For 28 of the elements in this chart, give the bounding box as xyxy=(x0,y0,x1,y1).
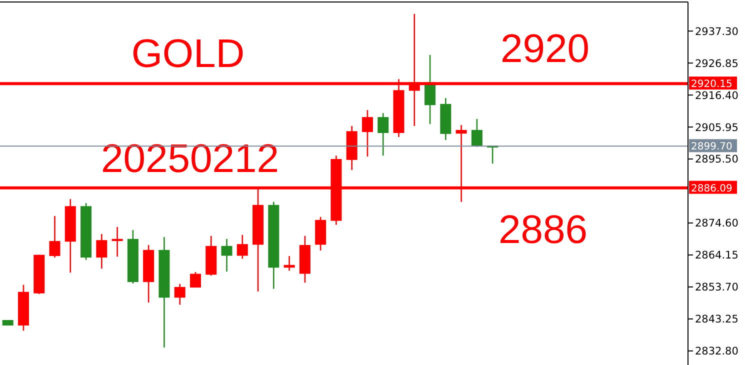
ref-line-label: 2899.70 xyxy=(691,142,732,153)
y-tick-label: 2864.15 xyxy=(695,250,738,262)
candlestick xyxy=(378,112,389,156)
candlestick xyxy=(96,233,108,270)
candlestick xyxy=(284,255,295,272)
annotation: 2886 xyxy=(498,208,588,252)
candlestick xyxy=(174,283,186,306)
candlestick xyxy=(49,215,60,258)
y-tick-label: 2926.85 xyxy=(695,58,738,70)
annotation: 2920 xyxy=(500,27,590,71)
annotation: 20250212 xyxy=(101,137,279,181)
candlestick xyxy=(112,226,123,258)
candlestick xyxy=(236,234,248,260)
candlestick xyxy=(190,271,201,288)
candlestick xyxy=(471,118,482,148)
candlestick xyxy=(221,238,232,272)
y-tick-label: 2843.25 xyxy=(695,314,738,326)
y-tick-label: 2895.50 xyxy=(695,154,738,166)
y-tick-label: 2874.60 xyxy=(695,218,738,230)
candlestick xyxy=(362,109,373,158)
y-tick-label: 2916.40 xyxy=(695,90,738,102)
y-tick-label: 2832.80 xyxy=(695,346,738,358)
ref-line-label: 2920.15 xyxy=(691,79,732,90)
annotation: GOLD xyxy=(131,32,245,76)
y-tick-label: 2937.30 xyxy=(695,26,738,38)
y-tick-label: 2853.70 xyxy=(695,282,738,294)
ref-line-label: 2886.09 xyxy=(691,183,732,194)
y-tick-label: 2905.95 xyxy=(695,122,738,134)
